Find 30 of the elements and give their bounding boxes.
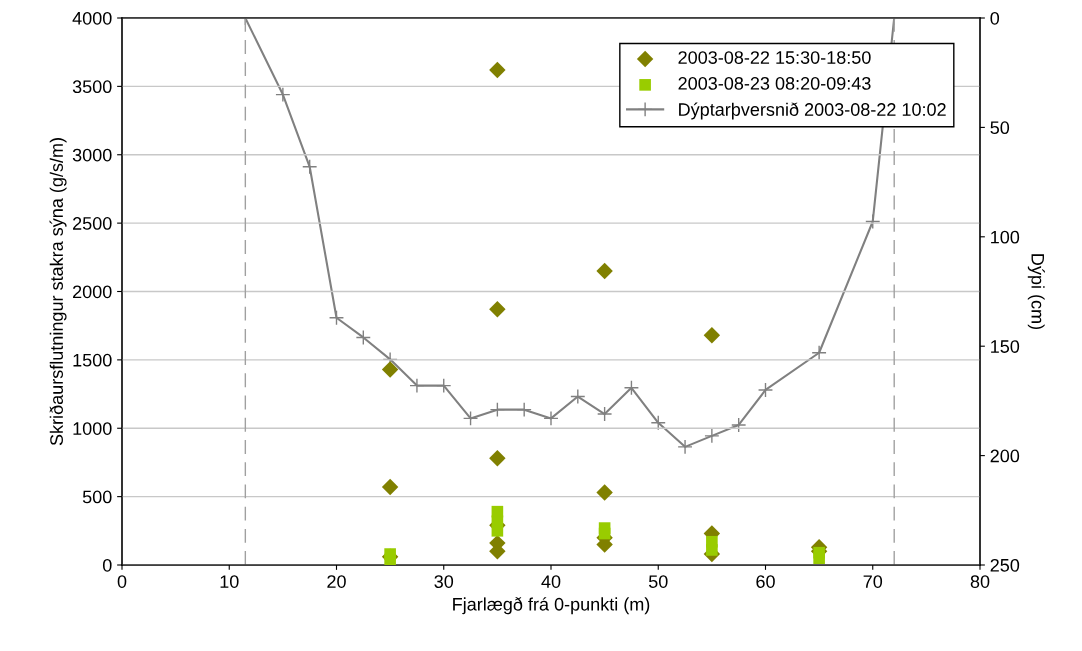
- x-tick-label: 0: [117, 575, 127, 588]
- y-tick-label: 0: [102, 558, 112, 572]
- y-tick-label: 1000: [73, 422, 112, 435]
- x-tick-label: 20: [327, 575, 346, 588]
- y2-tick-label: 50: [990, 121, 1010, 135]
- y-tick-label: 2500: [73, 217, 112, 230]
- y2-tick-label: 250: [990, 558, 1020, 572]
- y2-tick-label: 150: [991, 340, 1020, 353]
- x-tick-label: 70: [863, 575, 883, 588]
- y2-tick-label: 0: [990, 11, 1000, 25]
- y-tick-label: 500: [82, 490, 112, 504]
- y-tick-label: 1500: [73, 353, 112, 367]
- y-tick-label: 3000: [72, 148, 112, 162]
- x-tick-label: 60: [756, 575, 775, 588]
- x-tick-label: 10: [220, 575, 239, 588]
- x-tick-label: 30: [434, 575, 454, 588]
- y-tick-label: 3500: [72, 80, 112, 94]
- legend-label: Dýptarþversnið 2003-08-22 10:02: [679, 102, 946, 120]
- x-tick-label: 50: [648, 575, 668, 588]
- x-tick-label: 80: [970, 575, 990, 588]
- legend-label: 2003-08-23 08:20-09:43: [678, 77, 871, 90]
- legend-label: 2003-08-22 15:30-18:50: [678, 51, 871, 64]
- y2-axis-title: Dýpi (cm): [1027, 254, 1045, 329]
- y-axis-title: Skriðaursflutningur stakra sýna (g/s/m): [49, 138, 67, 446]
- y2-tick-label: 200: [990, 449, 1020, 463]
- x-tick-label: 40: [541, 575, 561, 588]
- y2-tick-label: 100: [991, 230, 1020, 244]
- y-tick-label: 2000: [73, 285, 112, 299]
- x-axis-title: Fjarlægð frá 0-punkti (m): [453, 597, 650, 615]
- y-tick-label: 4000: [72, 11, 112, 25]
